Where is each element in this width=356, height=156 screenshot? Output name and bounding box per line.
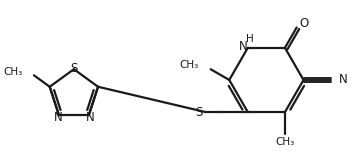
Text: O: O bbox=[300, 17, 309, 30]
Text: S: S bbox=[195, 106, 203, 119]
Text: N: N bbox=[54, 111, 62, 124]
Text: CH₃: CH₃ bbox=[3, 67, 22, 77]
Text: N: N bbox=[85, 111, 94, 124]
Text: CH₃: CH₃ bbox=[180, 60, 199, 70]
Text: N: N bbox=[239, 40, 247, 53]
Text: H: H bbox=[246, 34, 253, 44]
Text: S: S bbox=[70, 62, 78, 75]
Text: CH₃: CH₃ bbox=[275, 137, 294, 147]
Text: N: N bbox=[339, 73, 347, 86]
